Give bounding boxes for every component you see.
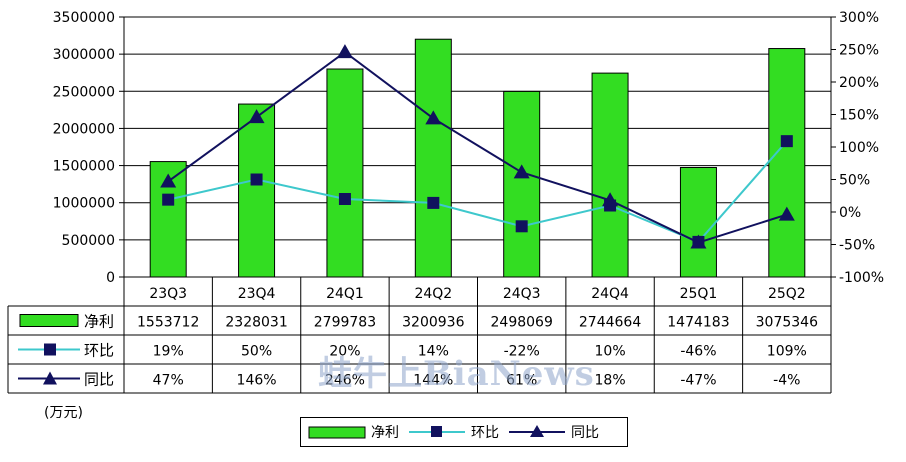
bar [503, 90, 541, 278]
bar [238, 103, 276, 278]
left-axis-tick-label: 3000000 [53, 47, 115, 63]
legend-item-qoq: 环比 [407, 422, 499, 442]
qoq-point [427, 196, 440, 209]
unit-label: (万元) [44, 405, 83, 421]
right-axis-tick-label: 300% [839, 10, 879, 26]
right-axis-tick-label: 200% [839, 75, 879, 91]
right-axis-tick-label: 100% [839, 140, 879, 156]
right-axis-tick-label: 250% [839, 43, 879, 59]
row-key-square [44, 343, 56, 356]
table-row-header: 环比 [84, 342, 114, 360]
x-axis-category-label: 24Q1 [326, 286, 364, 302]
legend-label: 同比 [571, 425, 599, 441]
bar [326, 68, 364, 278]
table-cell: -22% [504, 344, 540, 360]
left-axis-tick-label: 3500000 [53, 10, 115, 26]
legend-swatch-triangle-line [507, 422, 567, 442]
yoy-point [248, 109, 265, 124]
table-cell: 20% [329, 344, 360, 360]
left-axis-tick-label: 500000 [62, 233, 115, 249]
x-axis-category-label: 24Q2 [414, 286, 452, 302]
x-axis-category-label: 25Q2 [768, 286, 806, 302]
table-cell: 2744664 [579, 315, 641, 331]
table-cell: 1474183 [667, 315, 729, 331]
table-cell: -4% [773, 373, 800, 389]
yoy-point [602, 192, 619, 207]
table-cell: -47% [680, 373, 716, 389]
yoy-point [690, 234, 707, 249]
yoy-point [425, 110, 442, 125]
row-key-triangle [43, 371, 57, 385]
right-axis-tick-label: -100% [839, 270, 884, 286]
bar [768, 48, 806, 278]
plot-area [123, 16, 832, 278]
legend-label: 净利 [371, 425, 399, 441]
table-cell: 146% [237, 373, 277, 389]
right-axis-tick-label: -50% [839, 238, 875, 254]
series-line [167, 50, 788, 244]
table-cell: 47% [153, 373, 184, 389]
x-axis-category-label: 25Q1 [680, 286, 718, 302]
table-cell: 2498069 [491, 315, 553, 331]
legend-swatch-square-line [407, 422, 467, 442]
yoy-point [160, 173, 177, 188]
table-row-header: 净利 [84, 313, 114, 331]
legend: 净利 环比 同比 [300, 417, 628, 447]
right-axis-tick-label: 150% [839, 108, 879, 124]
left-axis-tick-label: 1000000 [53, 196, 115, 212]
table-cell: 144% [413, 373, 453, 389]
left-axis-tick-label: 0 [106, 270, 115, 286]
x-axis-category-label: 24Q4 [591, 286, 629, 302]
qoq-point [250, 173, 263, 186]
bar [679, 166, 717, 278]
table-cell: 2328031 [225, 315, 287, 331]
table-cell: 61% [506, 373, 537, 389]
legend-label: 环比 [471, 425, 499, 441]
row-key-bar [19, 314, 79, 327]
right-axis-tick-label: 0% [839, 205, 861, 221]
table-cell: 3075346 [756, 315, 818, 331]
bar [414, 38, 452, 278]
table-cell: 2799783 [314, 315, 376, 331]
qoq-point [780, 135, 793, 148]
yoy-point [778, 206, 795, 221]
table-cell: 18% [595, 373, 626, 389]
legend-item-net-profit: 净利 [307, 422, 399, 442]
legend-swatch-bar [307, 422, 367, 442]
right-axis-tick-label: 50% [839, 173, 870, 189]
table-cell: 19% [153, 344, 184, 360]
qoq-point [515, 220, 528, 233]
table-cell: 3200936 [402, 315, 464, 331]
qoq-point [338, 193, 351, 205]
table-cell: 109% [767, 344, 807, 360]
left-axis-tick-label: 1500000 [53, 159, 115, 175]
yoy-point [336, 44, 353, 59]
table-cell: 50% [241, 344, 272, 360]
table-cell: 14% [418, 344, 449, 360]
x-axis-category-label: 23Q4 [238, 286, 276, 302]
table-cell: 10% [595, 344, 626, 360]
table-row-header: 同比 [84, 371, 114, 389]
table-cell: 246% [325, 373, 365, 389]
left-axis-tick-label: 2500000 [53, 84, 115, 100]
left-axis-tick-label: 2000000 [53, 121, 115, 137]
x-axis-category-label: 23Q3 [149, 286, 187, 302]
legend-item-yoy: 同比 [507, 422, 599, 442]
yoy-point [513, 164, 530, 179]
bar [591, 72, 629, 278]
table-cell: 1553712 [137, 315, 199, 331]
x-axis-category-label: 24Q3 [503, 286, 541, 302]
table-cell: -46% [680, 344, 716, 360]
qoq-point [162, 193, 175, 206]
